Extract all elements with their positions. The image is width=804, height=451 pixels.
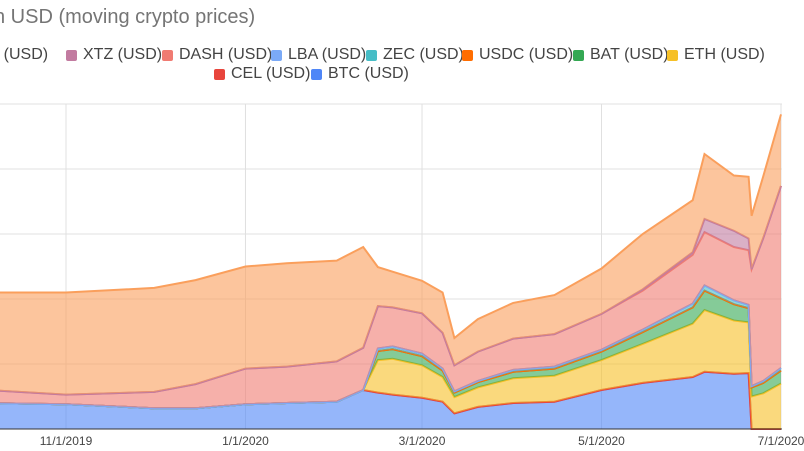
legend-label: NK (USD) [0,46,49,63]
legend-item-usdc-usd[interactable]: USDC (USD) [462,46,573,64]
area-eth-usd [0,310,781,429]
legend-label: DASH (USD) [179,46,273,63]
legend-item-eth-usd[interactable]: ETH (USD) [667,46,765,64]
legend-swatch [573,49,584,61]
legend-item-bat-usd[interactable]: BAT (USD) [573,46,669,64]
legend-swatch [311,68,322,80]
legend-label: BTC (USD) [328,65,409,82]
legend-item-dash-usd[interactable]: DASH (USD) [162,46,272,64]
legend-swatch [162,49,173,61]
legend-item-lba-usd[interactable]: LBA (USD) [271,46,366,64]
x-tick-label: 11/1/2019 [40,434,93,448]
legend-swatch [667,49,678,61]
legend-label: USDC (USD) [479,46,574,63]
legend-swatch [462,49,473,61]
x-tick-label: 3/1/2020 [399,434,446,448]
x-tick-label: 1/1/2020 [222,434,269,448]
legend-label: BAT (USD) [590,46,669,63]
legend-item-xtz-usd[interactable]: XTZ (USD) [66,46,162,64]
legend-item-nk-usd[interactable]: NK (USD) [0,46,48,64]
area-btc-usd [0,371,781,429]
legend-label: ZEC (USD) [383,46,464,63]
area-dash-usd [0,185,781,409]
x-tick-label: 7/1/2020 [758,434,804,448]
area-link-usd [0,114,781,395]
legend-item-cel-usd[interactable]: CEL (USD) [214,65,310,83]
legend-item-btc-usd[interactable]: BTC (USD) [311,65,409,83]
legend-item-zec-usd[interactable]: ZEC (USD) [366,46,464,64]
legend-label: CEL (USD) [231,65,311,82]
legend-swatch [366,49,377,61]
line-link-usd [0,114,782,340]
chart-title: n USD (moving crypto prices) [0,6,256,28]
legend-label: ETH (USD) [684,46,765,63]
x-tick-label: 5/1/2020 [578,434,625,448]
legend-swatch [214,68,225,80]
legend-label: LBA (USD) [288,46,367,63]
legend-swatch [271,49,282,61]
legend-swatch [66,49,77,61]
legend-label: XTZ (USD) [83,46,163,63]
